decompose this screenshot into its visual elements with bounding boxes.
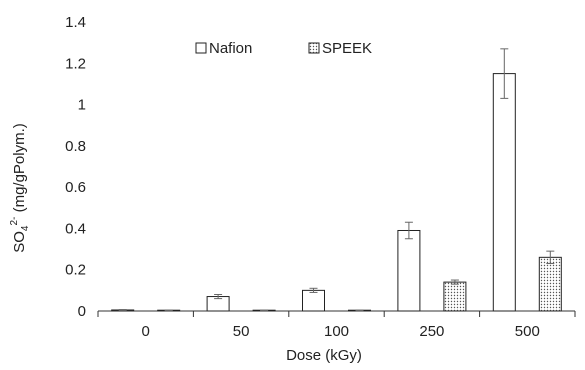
x-tick-label: 50: [233, 323, 250, 340]
y-axis-label-superscript: 2-: [9, 217, 20, 226]
error-bar-nafion: [309, 287, 318, 293]
legend-label-nafion: Nafion: [209, 40, 252, 57]
x-tick-label: 500: [515, 323, 540, 340]
error-bar-nafion: [118, 309, 127, 311]
y-axis: 0 0.2 0.4 0.6 0.8 1 1.2 1.4: [65, 14, 86, 320]
bar-nafion: [397, 229, 421, 312]
bars: [111, 48, 562, 312]
y-tick-label: 0.4: [65, 220, 86, 237]
y-tick-label: 0: [78, 303, 86, 320]
y-axis-label-subscript: 4: [20, 225, 31, 231]
legend-label-speek: SPEEK: [322, 40, 372, 57]
y-tick-label: 1: [78, 97, 86, 114]
error-bar-nafion: [500, 48, 509, 99]
x-tick-label: 100: [324, 323, 349, 340]
bar-nafion: [492, 73, 516, 312]
y-axis-label-base: SO: [11, 231, 28, 253]
y-tick-label: 1.2: [65, 55, 86, 72]
bar-speek: [538, 256, 562, 312]
legend-swatch-nafion: [195, 42, 207, 54]
y-tick-label: 0.2: [65, 262, 86, 279]
y-axis-label: SO42- (mg/gPolym.): [9, 123, 31, 253]
x-axis: 0 50 100 250 500: [97, 310, 576, 340]
error-bar-speek: [450, 279, 459, 285]
error-bar-speek: [546, 250, 555, 265]
x-tick-label: 0: [142, 323, 150, 340]
y-tick-label: 1.4: [65, 14, 86, 31]
legend-swatch-speek: [308, 42, 320, 54]
x-axis-label: Dose (kGy): [286, 347, 362, 364]
error-bar-nafion: [404, 221, 413, 240]
legend: Nafion SPEEK: [195, 40, 372, 57]
y-tick-label: 0.6: [65, 179, 86, 196]
y-axis-label-rest: (mg/gPolym.): [11, 123, 28, 216]
error-bar-nafion: [214, 293, 223, 300]
y-tick-label: 0.8: [65, 138, 86, 155]
bar-nafion: [302, 289, 325, 312]
bar-speek: [443, 281, 467, 312]
x-tick-label: 250: [419, 323, 444, 340]
